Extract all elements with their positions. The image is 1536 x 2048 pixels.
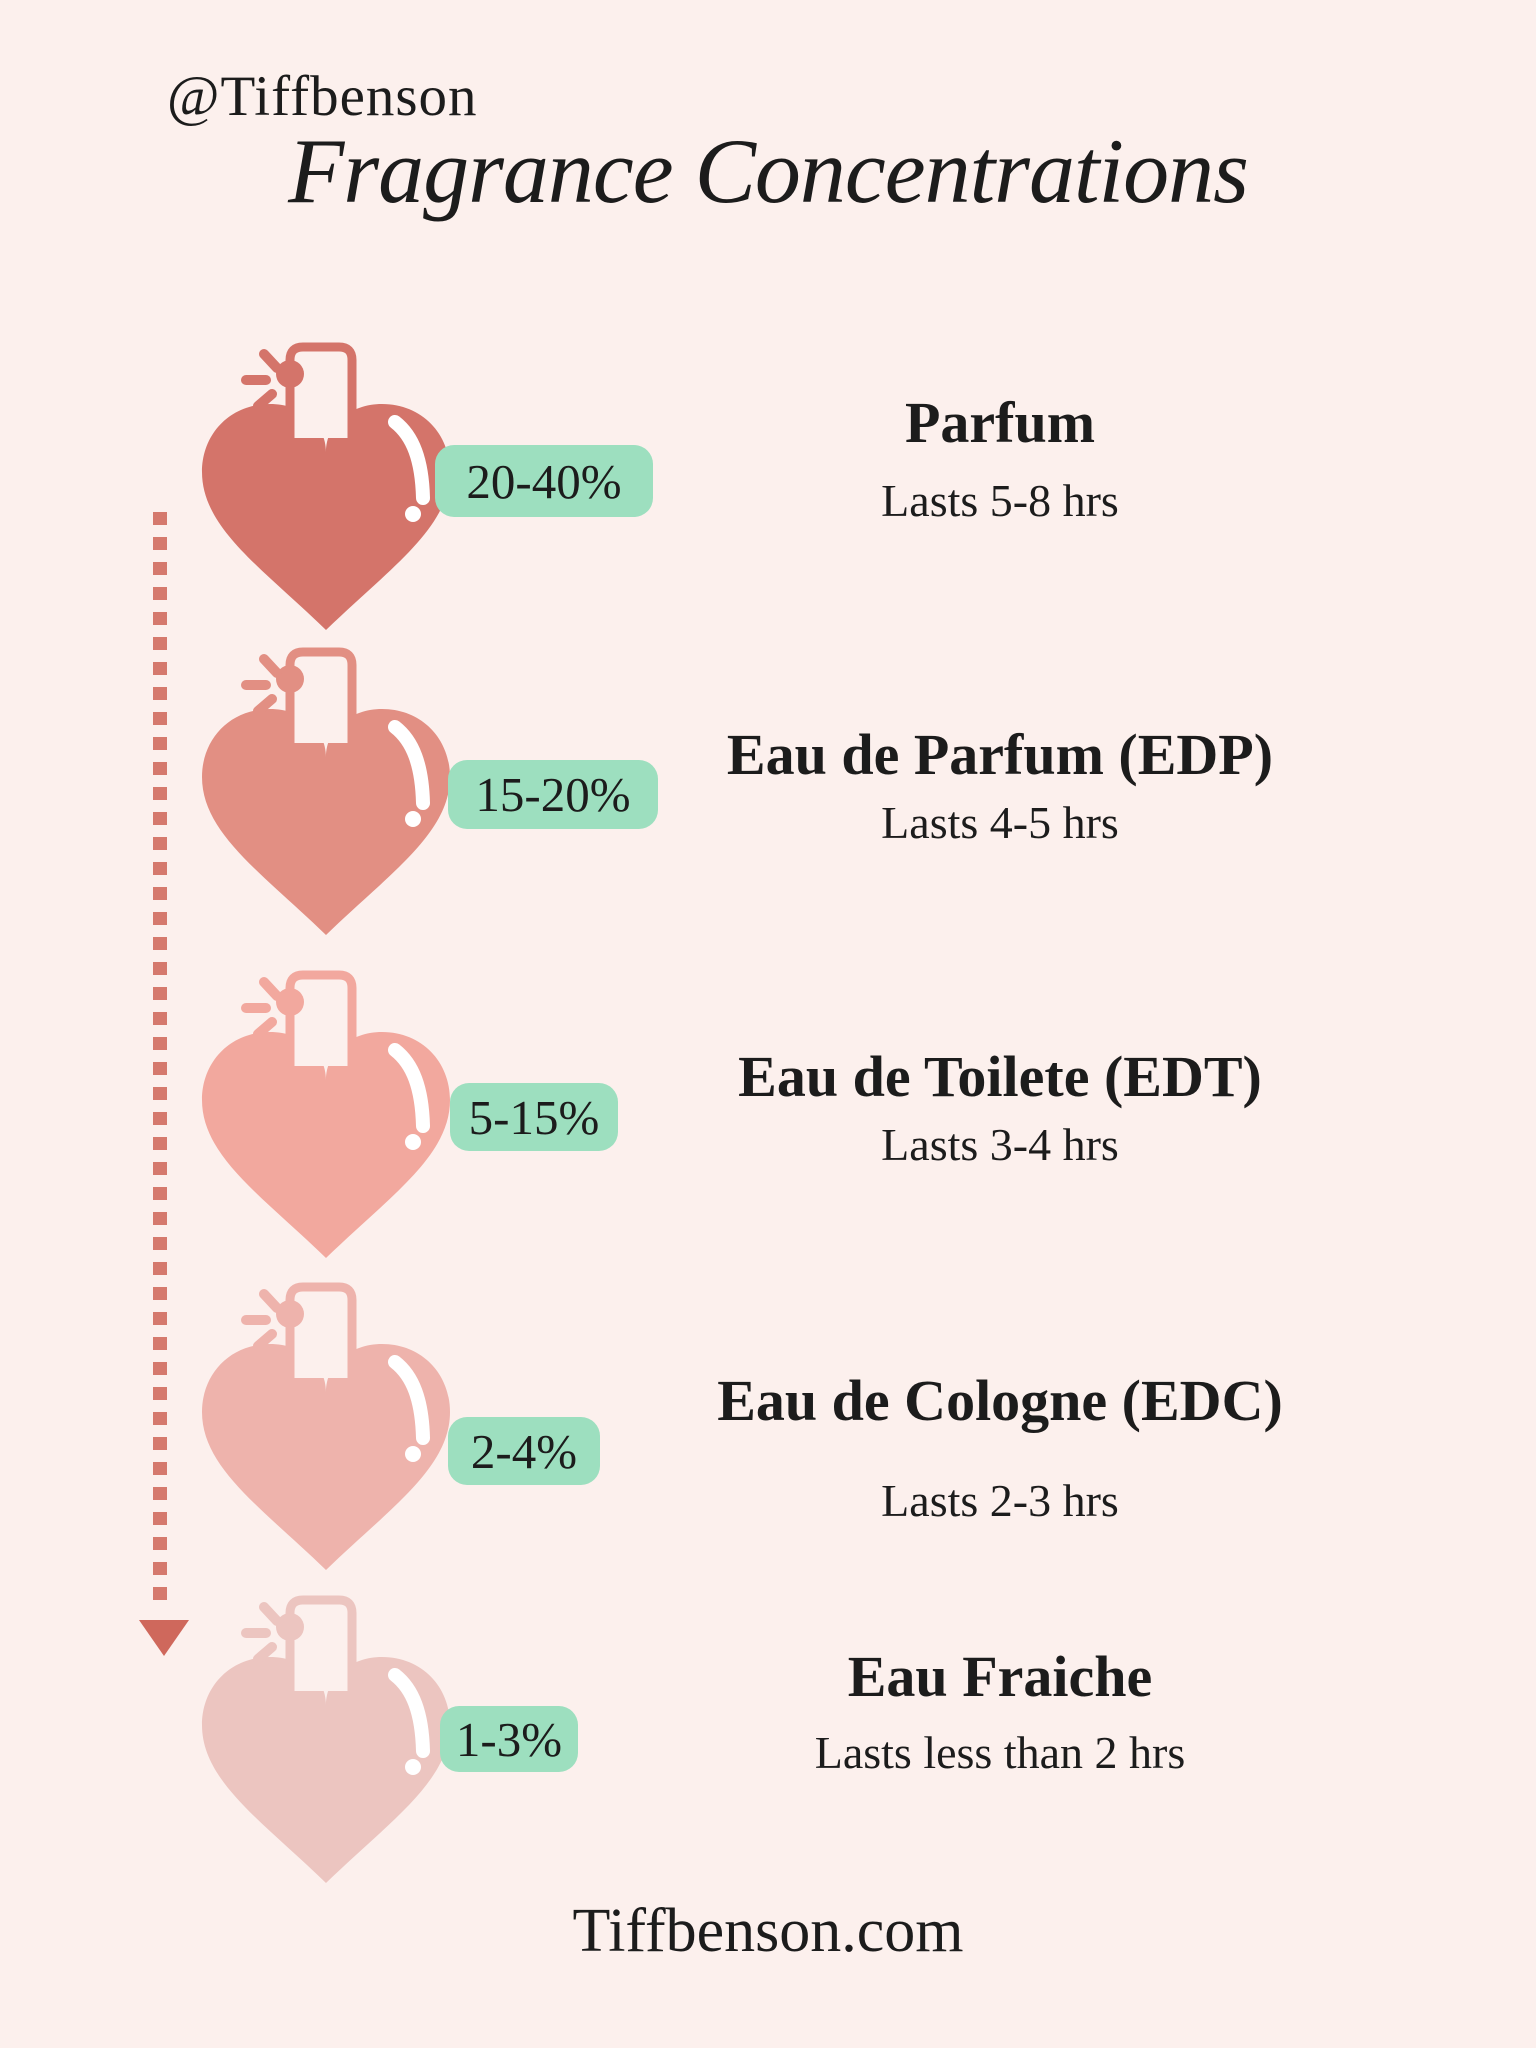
fragrance-type-title: Parfum: [904, 390, 1096, 455]
fragrance-type-title: Eau de Parfum (EDP): [726, 722, 1274, 787]
heart-shine-dot: [405, 1134, 421, 1150]
spray-actuator: [276, 1613, 304, 1641]
spray-lines-icon: [241, 1289, 282, 1351]
fragrance-duration: Lasts 3-4 hrs: [881, 1119, 1119, 1170]
heart-shape: [202, 404, 450, 630]
fragrance-type-title: Eau de Toilete (EDT): [738, 1044, 1262, 1109]
heart-shine: [388, 1355, 430, 1445]
concentration-badge: 15-20%: [448, 760, 658, 829]
heart-perfume-bottle-icon: [202, 342, 450, 630]
concentration-badge: 5-15%: [450, 1083, 618, 1151]
concentration-badge: 2-4%: [448, 1417, 600, 1485]
fragrance-duration: Lasts 5-8 hrs: [881, 475, 1119, 526]
fragrance-duration: Lasts 2-3 hrs: [881, 1475, 1119, 1526]
page-title: Fragrance Concentrations: [288, 120, 1249, 222]
spray-nozzle: [285, 1595, 357, 1691]
heart-shine-dot: [405, 811, 421, 827]
heart-perfume-bottle-icon: [202, 970, 450, 1258]
fragrance-type-title: Eau de Cologne (EDC): [717, 1368, 1283, 1433]
heart-perfume-bottle-icon: [202, 1595, 450, 1883]
fragrance-duration: Lasts 4-5 hrs: [881, 797, 1119, 848]
heart-shine-dot: [405, 1759, 421, 1775]
spray-nozzle: [285, 342, 357, 438]
fragrance-duration: Lasts less than 2 hrs: [814, 1727, 1186, 1778]
heart-perfume-bottle-icon: [202, 1282, 450, 1570]
spray-lines-icon: [241, 1602, 282, 1664]
spray-nozzle: [285, 647, 357, 743]
fragrance-type-title: Eau Fraiche: [847, 1644, 1153, 1709]
spray-nozzle: [285, 970, 357, 1066]
spray-nozzle: [285, 1282, 357, 1378]
author-handle: @Tiffbenson: [167, 65, 478, 128]
heart-shape: [202, 709, 450, 935]
spray-lines-icon: [241, 349, 282, 411]
heart-shine-dot: [405, 1446, 421, 1462]
concentration-badge: 1-3%: [440, 1706, 578, 1772]
spray-actuator: [276, 360, 304, 388]
heart-shine: [388, 720, 430, 810]
spray-lines-icon: [241, 654, 282, 716]
concentration-badge: 20-40%: [435, 445, 653, 517]
heart-shape: [202, 1032, 450, 1258]
decreasing-concentration-dotted-arrow: [153, 512, 167, 1612]
heart-shine: [388, 1043, 430, 1133]
spray-actuator: [276, 1300, 304, 1328]
spray-actuator: [276, 988, 304, 1016]
heart-shape: [202, 1344, 450, 1570]
spray-lines-icon: [241, 977, 282, 1039]
heart-shine: [388, 1668, 430, 1758]
spray-actuator: [276, 665, 304, 693]
heart-shine: [388, 415, 430, 505]
website-url: Tiffbenson.com: [572, 1897, 964, 1965]
heart-shine-dot: [405, 506, 421, 522]
arrow-head-icon: [139, 1620, 189, 1656]
heart-shape: [202, 1657, 450, 1883]
heart-perfume-bottle-icon: [202, 647, 450, 935]
